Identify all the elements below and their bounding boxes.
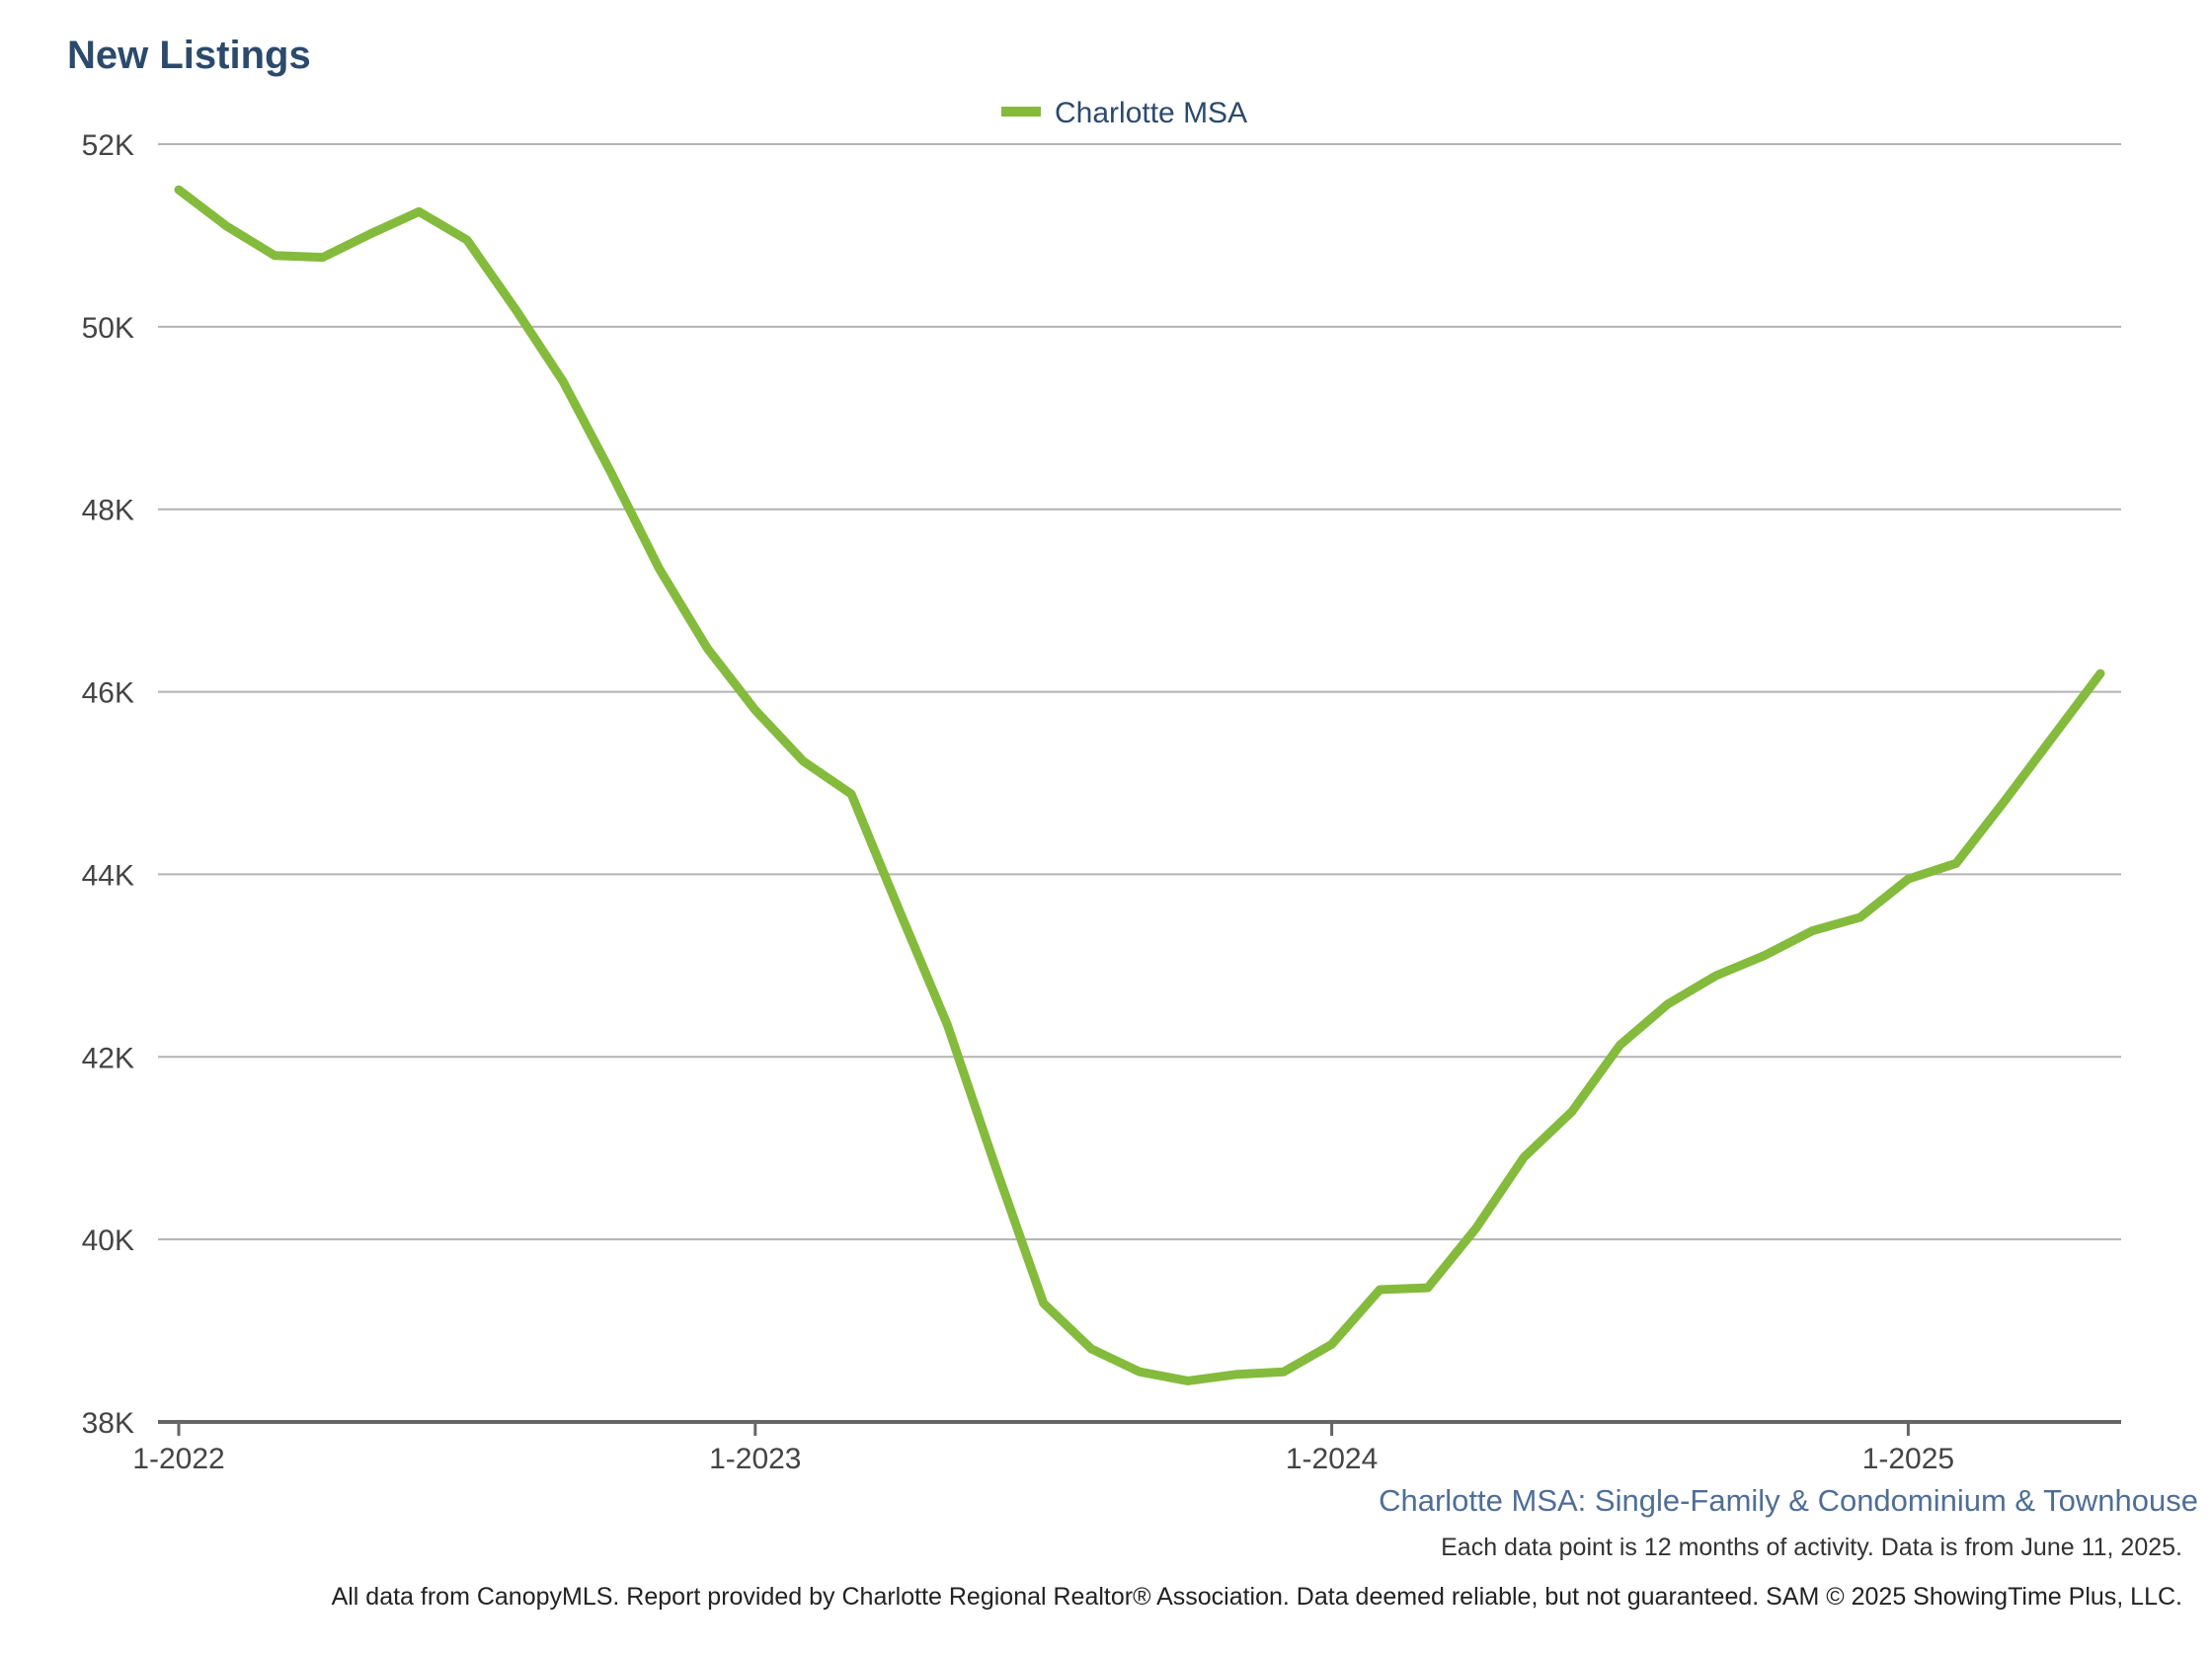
data-note: Each data point is 12 months of activity…: [1441, 1534, 2182, 1561]
y-tick-label: 52K: [82, 129, 134, 162]
grid-lines: [158, 143, 2121, 1424]
series-line: [174, 185, 2105, 1385]
x-tick-label: 1-2023: [709, 1443, 801, 1475]
chart-title: New Listings: [67, 34, 311, 77]
y-tick-label: 40K: [82, 1224, 134, 1257]
y-tick-label: 48K: [82, 495, 134, 527]
x-tick-label: 1-2024: [1286, 1443, 1378, 1475]
y-tick-label: 38K: [82, 1407, 134, 1440]
chart-subtitle: Charlotte MSA: Single-Family & Condomini…: [1379, 1483, 2198, 1518]
y-axis-labels: 38K 40K 42K 44K 46K 48K 50K 52K: [82, 129, 134, 1440]
legend-label: Charlotte MSA: [1055, 97, 1247, 129]
y-tick-label: 44K: [82, 859, 134, 892]
y-tick-label: 42K: [82, 1042, 134, 1074]
series-layer: [174, 185, 2105, 1385]
y-tick-label: 50K: [82, 312, 134, 345]
legend: Charlotte MSA: [1001, 97, 1247, 129]
disclaimer: All data from CanopyMLS. Report provided…: [331, 1583, 2182, 1611]
x-tick-label: 1-2025: [1862, 1443, 1954, 1475]
x-tick-label: 1-2022: [132, 1443, 224, 1475]
y-tick-label: 46K: [82, 677, 134, 710]
x-axis-labels: 1-2022 1-2023 1-2024 1-2025: [132, 1422, 1954, 1475]
